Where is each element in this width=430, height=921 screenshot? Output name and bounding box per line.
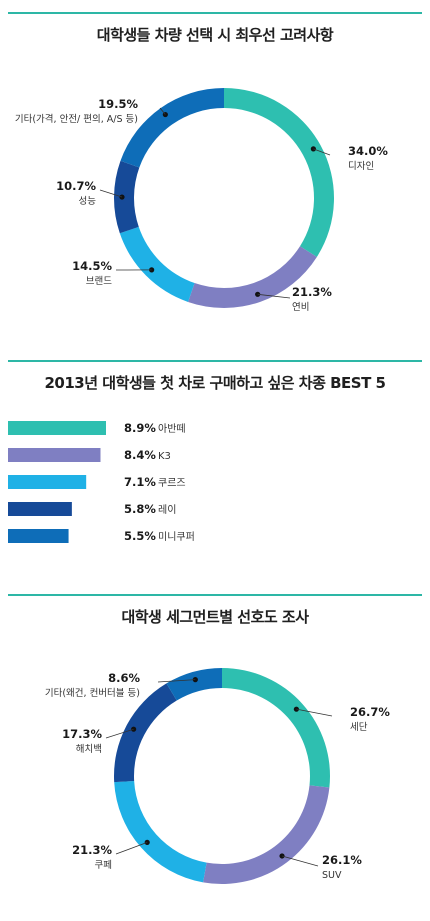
- leader-dot: [255, 291, 261, 297]
- bar-value-label: 5.8%: [124, 502, 156, 516]
- slice-category-label: 브랜드: [86, 276, 112, 287]
- slice-category-label: 해치백: [76, 743, 102, 755]
- leader-dot: [144, 839, 150, 845]
- leader-line: [105, 728, 134, 739]
- bar-value-label: 5.5%: [124, 529, 156, 543]
- leader-line: [159, 107, 166, 115]
- slice-category-label: SUV: [322, 870, 342, 881]
- leader-line: [257, 293, 291, 299]
- donut-slice: [203, 785, 330, 884]
- chart-title-2: 2013년 대학생들 첫 차로 구매하고 싶은 차종 BEST 5: [44, 374, 386, 392]
- bar: [8, 502, 72, 516]
- leader-line: [99, 189, 123, 198]
- bar-value-label: 8.4%: [124, 448, 156, 462]
- slice-category-label: 연비: [292, 302, 309, 313]
- slice-value-label: 8.6%: [108, 671, 140, 685]
- slice-value-label: 26.7%: [350, 705, 390, 719]
- chart-title-3: 대학생 세그먼트별 선호도 조사: [121, 608, 309, 626]
- donut-slice: [114, 780, 207, 883]
- donut-chart-priority: 34.0% 디자인 21.3% 연비 14.5% 브랜드 10.7% 성능 19.5% 기타(가격…: [15, 88, 388, 313]
- section-divider-3: [8, 594, 422, 596]
- slice-value-label: 14.5%: [72, 259, 112, 273]
- slice-value-label: 34.0%: [348, 144, 388, 158]
- donut-slice: [119, 226, 195, 302]
- donut-slice: [222, 668, 330, 788]
- slice-value-label: 17.3%: [62, 727, 102, 741]
- leader-line: [157, 679, 196, 683]
- leader-line: [313, 148, 331, 156]
- bar: [8, 448, 101, 462]
- slice-category-label: 디자인: [348, 161, 374, 172]
- slice-value-label: 19.5%: [98, 97, 138, 111]
- bar-value-label: 8.9%: [124, 421, 156, 435]
- donut-slice: [113, 160, 140, 234]
- donut-slice: [120, 88, 224, 168]
- bar-value-label: 7.1%: [124, 475, 156, 489]
- bar-category-label: 미니쿠퍼: [158, 531, 195, 543]
- donut-slice: [114, 683, 177, 783]
- section-divider-1: [8, 12, 422, 14]
- donut-slice: [166, 668, 222, 701]
- slice-value-label: 21.3%: [292, 285, 332, 299]
- slice-value-label: 21.3%: [72, 843, 112, 857]
- bar-chart-first-car: 8.9% 아반떼 8.4% K3 7.1% 쿠르즈 5.8% 레이 5.5% 미니쿠퍼: [8, 421, 195, 543]
- slice-category-label: 성능: [79, 196, 97, 207]
- donut-chart-segment: 26.7% 세단 26.1% SUV 21.3% 쿠페 17.3% 해치백 8.6% 기타(왜건,…: [45, 668, 390, 884]
- slice-category-label: 세단: [350, 722, 368, 733]
- leader-line: [281, 855, 319, 867]
- donut-slice: [188, 246, 317, 308]
- chart-title-1: 대학생들 차량 선택 시 최우선 고려사항: [96, 26, 334, 44]
- donut-slice: [224, 88, 334, 257]
- slice-value-label: 26.1%: [322, 853, 362, 867]
- slice-category-label: 기타(가격, 안전/ 편의, A/S 등): [15, 113, 138, 125]
- bar: [8, 475, 87, 489]
- slice-category-label: 쿠페: [95, 860, 112, 871]
- bar-category-label: K3: [158, 451, 171, 462]
- bar-category-label: 아반떼: [158, 423, 186, 435]
- bar-category-label: 쿠르즈: [158, 478, 186, 489]
- leader-line: [115, 841, 148, 855]
- leader-dot: [310, 146, 316, 152]
- leader-dot: [131, 726, 137, 732]
- bar-category-label: 레이: [158, 504, 176, 516]
- leader-line: [296, 708, 333, 717]
- section-divider-2: [8, 360, 422, 362]
- slice-category-label: 기타(왜건, 컨버터블 등): [45, 688, 140, 699]
- bar: [8, 421, 106, 435]
- bar: [8, 529, 69, 543]
- slice-value-label: 10.7%: [56, 179, 96, 193]
